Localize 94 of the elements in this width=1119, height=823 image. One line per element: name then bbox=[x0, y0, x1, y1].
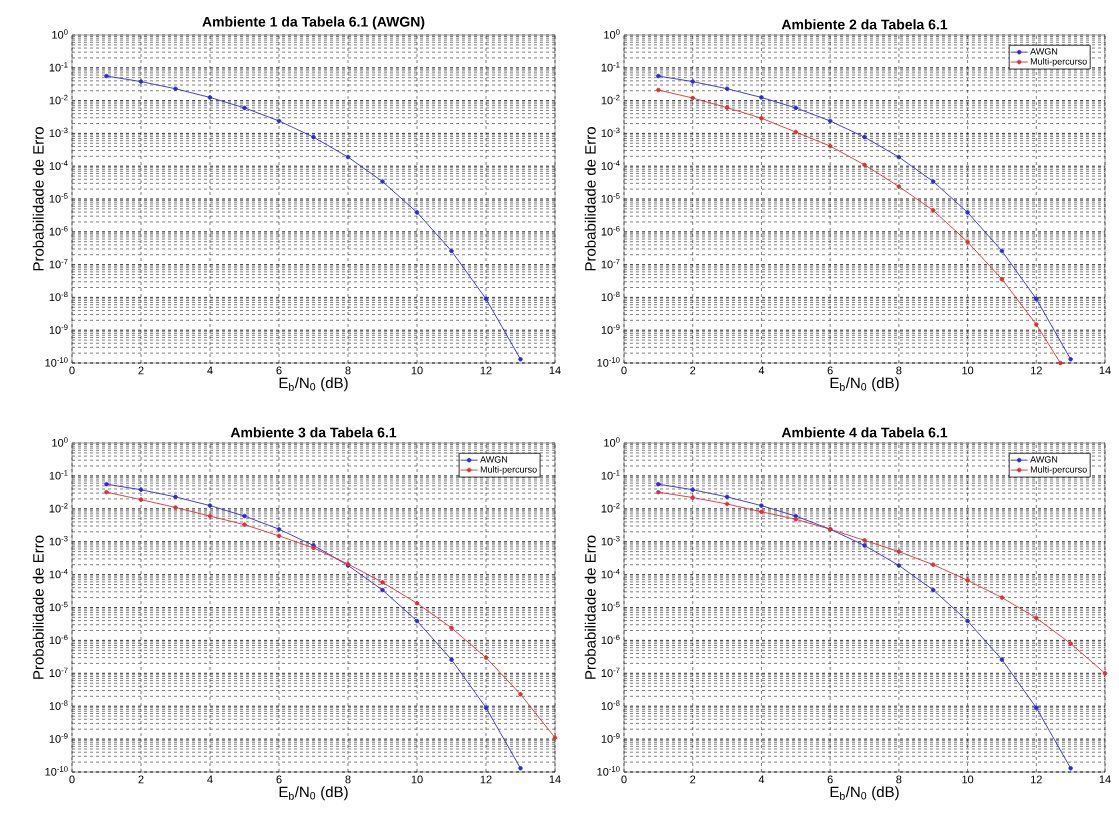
y-tick-label: 10$^{-3}$ bbox=[49, 535, 68, 546]
y-tick-label: 10$^{-7}$ bbox=[49, 667, 68, 678]
x-tick-label: 14 bbox=[1099, 775, 1111, 784]
x-tick-label: 6 bbox=[827, 366, 833, 375]
legend-label: AWGN bbox=[480, 456, 508, 463]
y-tick-label: 10$^{-10}$ bbox=[597, 357, 620, 367]
y-tick-label: 10$^{-10}$ bbox=[45, 357, 68, 367]
x-tick-label: 12 bbox=[480, 775, 492, 784]
x-tick-label: 4 bbox=[758, 775, 765, 784]
y-tick-label: 10$^{-9}$ bbox=[601, 733, 620, 743]
y-tick-label: 10$^{-9}$ bbox=[601, 324, 620, 334]
y-tick-label: 10$^{-8}$ bbox=[601, 700, 620, 710]
y-tick-label: 10$^{-6}$ bbox=[601, 634, 620, 645]
legend-label: Multi-percurso bbox=[480, 466, 537, 475]
y-tick-label: 10$^{-5}$ bbox=[49, 193, 68, 203]
chart-title: Ambiente 4 da Tabela 6.1 bbox=[781, 427, 948, 438]
legend-label: AWGN bbox=[1030, 48, 1058, 55]
legend-label: Multi-percurso bbox=[1030, 58, 1087, 67]
y-tick-label: 10$^{0}$ bbox=[604, 29, 620, 39]
y-tick-label: 10$^{-10}$ bbox=[597, 766, 620, 776]
y-tick-label: 10$^{-2}$ bbox=[49, 94, 68, 105]
y-tick-label: 10$^{-4}$ bbox=[49, 568, 68, 579]
x-tick-label: 4 bbox=[758, 366, 765, 375]
y-tick-label: 10$^{-1}$ bbox=[601, 62, 620, 72]
x-tick-label: 0 bbox=[69, 775, 75, 784]
y-tick-label: 10$^{-9}$ bbox=[49, 324, 68, 334]
x-tick-label: 0 bbox=[621, 775, 627, 784]
chart-title: Ambiente 1 da Tabela 6.1 (AWGN) bbox=[202, 16, 425, 30]
y-tick-label: 10$^{-4}$ bbox=[601, 568, 620, 579]
chart-title: Ambiente 3 da Tabela 6.1 bbox=[230, 427, 397, 438]
x-tick-label: 10 bbox=[411, 366, 423, 375]
y-tick-label: 10$^{-2}$ bbox=[601, 94, 620, 105]
x-tick-label: 2 bbox=[138, 366, 144, 375]
y-tick-label: 10$^{-1}$ bbox=[601, 470, 620, 480]
y-tick-label: 10$^{-5}$ bbox=[601, 601, 620, 612]
x-tick-label: 12 bbox=[1031, 775, 1042, 784]
x-tick-label: 2 bbox=[690, 775, 696, 784]
x-tick-label: 14 bbox=[1099, 366, 1111, 375]
y-axis-title: Probabilidade de Erro bbox=[584, 127, 596, 271]
x-tick-label: 10 bbox=[411, 775, 423, 784]
x-tick-label: 10 bbox=[962, 775, 974, 784]
x-tick-label: 14 bbox=[549, 366, 561, 375]
y-tick-label: 10$^{-10}$ bbox=[45, 766, 68, 776]
y-tick-label: 10$^{-5}$ bbox=[601, 193, 620, 203]
x-axis-title: E$_{b}$/N$_{0}$ (dB) bbox=[830, 377, 899, 392]
x-tick-label: 6 bbox=[276, 775, 282, 784]
x-tick-label: 12 bbox=[480, 366, 492, 375]
y-tick-label: 10$^{-3}$ bbox=[49, 127, 68, 138]
x-tick-label: 8 bbox=[345, 366, 351, 375]
y-axis-title: Probabilidade de Erro bbox=[584, 535, 596, 679]
x-tick-label: 8 bbox=[345, 775, 351, 784]
x-axis-title: E$_{b}$/N$_{0}$ (dB) bbox=[279, 786, 348, 801]
y-axis-title: Probabilidade de Erro bbox=[32, 127, 44, 271]
legend-label: Multi-percurso bbox=[1030, 466, 1087, 475]
y-axis-title: Probabilidade de Erro bbox=[32, 535, 44, 679]
y-tick-label: 10$^{-2}$ bbox=[601, 503, 620, 513]
x-tick-label: 4 bbox=[207, 775, 213, 784]
y-tick-label: 10$^{-5}$ bbox=[49, 601, 68, 612]
y-tick-label: 10$^{-3}$ bbox=[601, 127, 620, 138]
y-tick-label: 10$^{-2}$ bbox=[49, 503, 68, 513]
x-tick-label: 4 bbox=[207, 366, 213, 375]
x-tick-label: 2 bbox=[690, 366, 696, 375]
y-tick-label: 10$^{-6}$ bbox=[601, 226, 620, 236]
x-tick-label: 14 bbox=[549, 775, 561, 784]
y-tick-label: 10$^{0}$ bbox=[52, 437, 68, 447]
y-tick-label: 10$^{-7}$ bbox=[601, 667, 620, 678]
x-tick-label: 12 bbox=[1031, 366, 1042, 375]
x-tick-label: 2 bbox=[138, 775, 144, 784]
y-tick-label: 10$^{-7}$ bbox=[601, 258, 620, 269]
y-tick-label: 10$^{-1}$ bbox=[49, 62, 68, 72]
y-tick-label: 10$^{-7}$ bbox=[49, 258, 68, 269]
chart-title: Ambiente 2 da Tabela 6.1 bbox=[781, 19, 948, 30]
x-tick-label: 6 bbox=[276, 366, 282, 375]
x-axis-title: E$_{b}$/N$_{0}$ (dB) bbox=[830, 786, 899, 801]
y-tick-label: 10$^{0}$ bbox=[52, 29, 68, 39]
y-tick-label: 10$^{-1}$ bbox=[49, 470, 68, 480]
y-tick-label: 10$^{-8}$ bbox=[601, 291, 620, 302]
y-tick-label: 10$^{0}$ bbox=[604, 437, 620, 447]
y-tick-label: 10$^{-4}$ bbox=[49, 160, 68, 170]
y-tick-label: 10$^{-8}$ bbox=[49, 700, 68, 710]
legend-label: AWGN bbox=[1030, 456, 1058, 463]
x-axis-title: E$_{b}$/N$_{0}$ (dB) bbox=[279, 377, 348, 392]
y-tick-label: 10$^{-3}$ bbox=[601, 535, 620, 546]
y-tick-label: 10$^{-8}$ bbox=[49, 291, 68, 302]
x-tick-label: 6 bbox=[827, 775, 833, 784]
x-tick-label: 0 bbox=[621, 366, 627, 375]
y-tick-label: 10$^{-6}$ bbox=[49, 634, 68, 645]
y-tick-label: 10$^{-9}$ bbox=[49, 733, 68, 743]
x-tick-label: 8 bbox=[896, 366, 902, 375]
x-tick-label: 10 bbox=[962, 366, 974, 375]
y-tick-label: 10$^{-6}$ bbox=[49, 226, 68, 236]
y-tick-label: 10$^{-4}$ bbox=[601, 160, 620, 170]
x-tick-label: 0 bbox=[69, 366, 75, 375]
x-tick-label: 8 bbox=[896, 775, 902, 784]
